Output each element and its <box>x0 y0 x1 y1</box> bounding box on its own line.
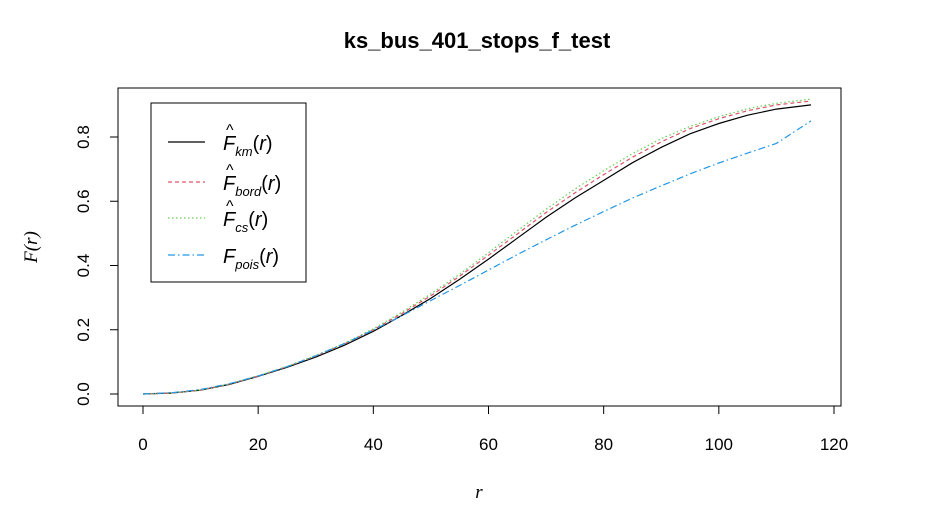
legend-hat: ^ <box>226 162 234 179</box>
legend-label-km: Fkm(r) <box>223 133 273 159</box>
y-tick-label: 0.6 <box>74 189 93 213</box>
x-tick-label: 40 <box>364 435 383 454</box>
legend-box <box>150 102 307 283</box>
x-tick-label: 20 <box>249 435 268 454</box>
x-tick-label: 60 <box>479 435 498 454</box>
chart-title: ks_bus_401_stops_f_test <box>344 28 611 53</box>
legend-label-pois: Fpois(r) <box>223 246 279 272</box>
x-axis: 0 20 40 60 80 100 120 <box>138 405 848 454</box>
y-tick-label: 0.0 <box>74 382 93 406</box>
x-tick-label: 0 <box>138 435 147 454</box>
series-layer <box>142 98 812 395</box>
series-line-pois <box>142 120 812 395</box>
y-tick-label: 0.2 <box>74 318 93 342</box>
y-tick-label: 0.8 <box>74 125 93 149</box>
legend-hat: ^ <box>226 198 234 215</box>
legend-label-cs: Fcs(r) <box>223 209 268 235</box>
legend: Fkm(r)^Fbord(r)^Fcs(r)^Fpois(r) <box>150 102 307 283</box>
x-tick-label: 100 <box>705 435 733 454</box>
legend-label-bord: Fbord(r) <box>223 173 281 199</box>
y-tick-label: 0.4 <box>74 254 93 278</box>
legend-hat: ^ <box>226 122 234 139</box>
y-axis-title: F(r) <box>21 231 42 264</box>
x-tick-label: 120 <box>820 435 848 454</box>
y-axis: 0.0 0.2 0.4 0.6 0.8 <box>74 125 119 406</box>
x-axis-title: r <box>475 482 483 503</box>
x-tick-label: 80 <box>594 435 613 454</box>
